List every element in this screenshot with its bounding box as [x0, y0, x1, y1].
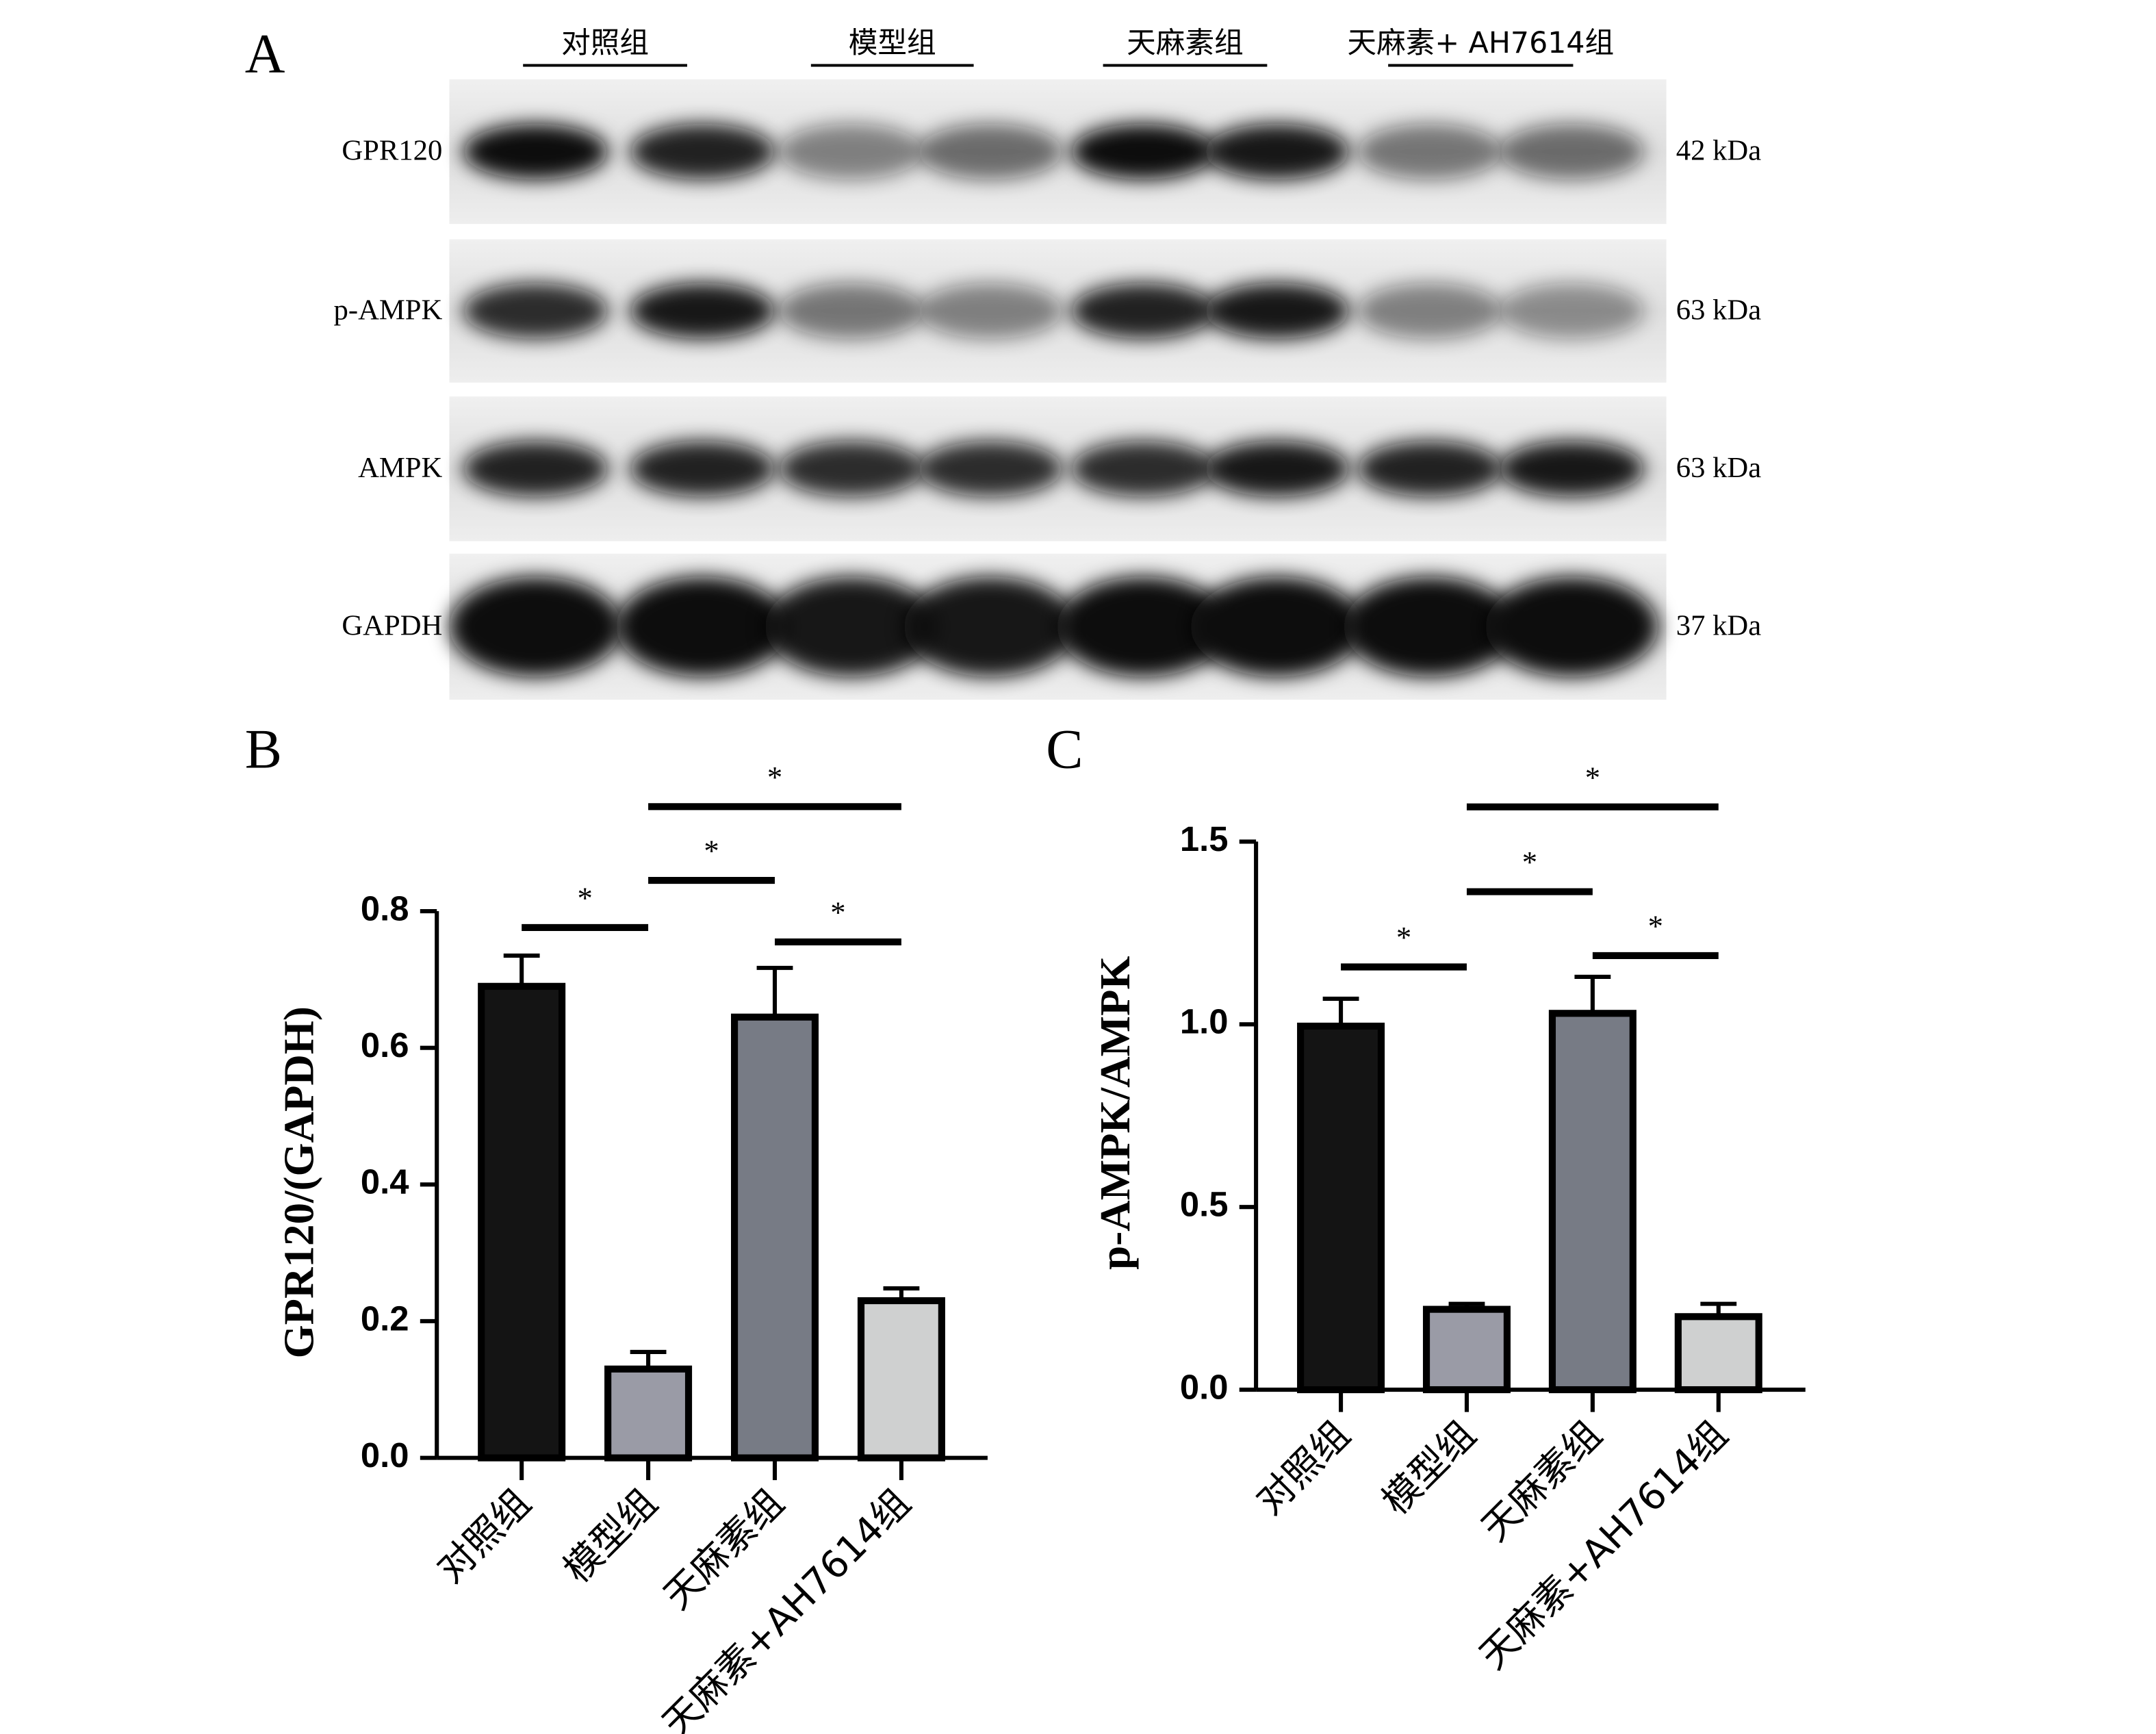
group-label: 天麻素组	[1127, 26, 1244, 60]
band	[903, 576, 1077, 677]
band	[630, 123, 775, 180]
band	[1070, 283, 1216, 339]
group-label: 对照组	[561, 26, 649, 60]
bar	[730, 1013, 819, 1462]
y-tick-label: 0.5	[1180, 1185, 1229, 1224]
band	[1344, 576, 1517, 677]
significance-star: *	[1648, 908, 1663, 943]
band	[1357, 123, 1502, 180]
size-label: 63 kDa	[1676, 294, 1761, 326]
y-tick-label: 1.0	[1180, 1002, 1229, 1041]
row-label: GPR120	[342, 135, 442, 167]
y-tick-label: 0.2	[361, 1299, 409, 1338]
x-tick-label: 对照组	[428, 1481, 539, 1592]
band	[1499, 441, 1645, 497]
band	[1357, 441, 1502, 497]
band	[918, 123, 1063, 180]
band	[1204, 283, 1350, 339]
y-axis-label: GPR120/(GAPDH)	[274, 1006, 322, 1358]
band	[779, 123, 924, 180]
band	[463, 123, 608, 180]
row-label: AMPK	[358, 452, 442, 484]
bar	[857, 1297, 945, 1462]
band	[630, 441, 775, 497]
band	[1070, 441, 1216, 497]
significance-star: *	[704, 834, 719, 868]
band	[1499, 123, 1645, 180]
band	[1190, 576, 1363, 677]
x-tick-label: 对照组	[1248, 1412, 1359, 1523]
panel-label: C	[1046, 719, 1083, 780]
y-tick-label: 0.0	[361, 1436, 409, 1475]
y-tick-label: 0.6	[361, 1025, 409, 1064]
band	[463, 283, 608, 339]
bar	[1548, 1010, 1637, 1394]
band	[779, 441, 924, 497]
bar	[478, 982, 566, 1462]
x-tick-label: 模型组	[555, 1481, 666, 1592]
size-label: 37 kDa	[1676, 610, 1761, 642]
band	[630, 283, 775, 339]
band	[1499, 283, 1645, 339]
band	[918, 441, 1063, 497]
band	[1070, 123, 1216, 180]
size-label: 63 kDa	[1676, 452, 1761, 484]
y-tick-label: 0.8	[361, 889, 409, 928]
group-label: 模型组	[849, 26, 936, 60]
row-label: p-AMPK	[334, 294, 443, 326]
significance-star: *	[577, 881, 592, 915]
size-label: 42 kDa	[1676, 135, 1761, 167]
band	[449, 576, 622, 677]
band	[918, 283, 1063, 339]
bar	[604, 1365, 693, 1462]
panel-label: B	[245, 719, 282, 780]
band	[1357, 283, 1502, 339]
bar	[1674, 1313, 1762, 1394]
band	[1204, 123, 1350, 180]
band	[765, 576, 938, 677]
y-tick-label: 1.5	[1180, 819, 1229, 858]
western-blot: 对照组 模型组 天麻素组 天麻素+ AH7614组 GPR120 42 kDa p-AMPK…	[334, 26, 1761, 700]
significance-star: *	[1585, 760, 1600, 794]
band	[616, 576, 789, 677]
band	[1485, 576, 1658, 677]
panel-label: A	[245, 23, 285, 85]
band	[1204, 441, 1350, 497]
bar	[1422, 1305, 1511, 1394]
band	[1057, 576, 1230, 677]
significance-star: *	[767, 760, 782, 794]
significance-star: *	[1522, 845, 1537, 879]
significance-star: *	[830, 895, 845, 929]
bar	[1297, 1022, 1385, 1394]
band	[779, 283, 924, 339]
y-tick-label: 0.4	[361, 1162, 409, 1201]
significance-star: *	[1396, 920, 1411, 954]
y-tick-label: 0.0	[1180, 1367, 1229, 1406]
group-label: 天麻素+ AH7614组	[1347, 26, 1614, 60]
band	[463, 441, 608, 497]
y-axis-label: p-AMPK/AMPK	[1091, 956, 1139, 1270]
x-tick-label: 模型组	[1374, 1412, 1485, 1523]
row-label: GAPDH	[342, 610, 442, 642]
x-tick-label: 天麻素+AH7614组	[1471, 1412, 1736, 1677]
